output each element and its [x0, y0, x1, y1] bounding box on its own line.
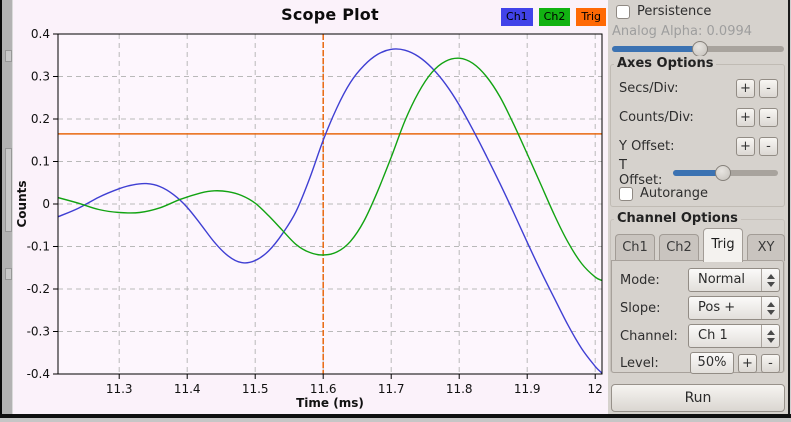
persistence-label: Persistence — [637, 4, 712, 19]
counts-div-plus-button[interactable]: + — [736, 107, 755, 127]
scrollbar-mark — [5, 268, 12, 280]
arrow-up-icon — [766, 273, 775, 279]
mode-value: Normal — [698, 272, 746, 287]
tab-ch1[interactable]: Ch1 — [615, 234, 655, 261]
x-tick-label: 12 — [588, 382, 603, 396]
y-offset-minus-button[interactable]: - — [759, 136, 778, 156]
x-tick-label: 11.9 — [514, 382, 541, 396]
y-tick-label: 0.1 — [31, 155, 50, 169]
x-axis-label: Time (ms) — [296, 396, 364, 410]
series-ch1-curve — [58, 48, 602, 374]
arrow-down-icon — [766, 309, 775, 315]
axes-options-title: Axes Options — [614, 56, 717, 71]
t-offset-label: T Offset: — [619, 158, 663, 188]
channel-options-group: Channel Options Ch1 Ch2 Trig XY Mode: No… — [610, 211, 785, 374]
arrow-down-icon — [766, 281, 775, 287]
y-tick-label: 0.3 — [31, 70, 50, 84]
y-tick-label: 0 — [42, 197, 50, 211]
series-ch2-curve — [58, 57, 602, 282]
background-window-edge — [0, 0, 13, 422]
slope-select[interactable]: Pos + — [688, 296, 780, 320]
y-tick-label: 0.4 — [31, 27, 50, 41]
level-plus-button[interactable]: + — [738, 353, 757, 373]
scope-plot-panel: Scope Plot Ch1 Ch2 Trig 0.4 0.3 0.2 0.1 0 -0.… — [13, 0, 608, 414]
slope-label: Slope: — [620, 300, 661, 316]
arrow-down-icon — [766, 337, 775, 343]
scope-plot-canvas[interactable]: 0.4 0.3 0.2 0.1 0 -0.1 -0.2 -0.3 -0.4 11.3 11.4 11.… — [13, 0, 608, 414]
autorange-checkbox[interactable] — [619, 186, 633, 201]
x-tick-label: 11.8 — [446, 382, 473, 396]
channel-label: Channel: — [620, 328, 678, 344]
analog-alpha-label: Analog Alpha: 0.0994 — [612, 24, 753, 39]
scrollbar-mark — [5, 50, 12, 62]
channel-options-title: Channel Options — [614, 211, 741, 226]
counts-div-minus-button[interactable]: - — [759, 107, 778, 127]
control-sidebar: Persistence Analog Alpha: 0.0994 Axes Op… — [608, 0, 788, 414]
legend-item-trig[interactable]: Trig — [576, 8, 606, 26]
slope-value: Pos + — [698, 300, 736, 315]
y-tick-label: -0.1 — [27, 240, 50, 254]
x-tick-label: 11.6 — [310, 382, 337, 396]
arrow-up-icon — [766, 329, 775, 335]
secs-div-plus-button[interactable]: + — [736, 78, 755, 98]
tab-ch2[interactable]: Ch2 — [659, 234, 699, 261]
axes-options-group: Axes Options Secs/Div: + - Counts/Div: +… — [610, 56, 785, 207]
autorange-label: Autorange — [640, 186, 708, 201]
secs-div-label: Secs/Div: — [619, 80, 679, 96]
mode-label: Mode: — [620, 272, 660, 288]
t-offset-slider[interactable] — [673, 165, 778, 181]
tab-xy[interactable]: XY — [747, 234, 785, 261]
y-axis-label: Counts — [15, 180, 29, 227]
channel-value: Ch 1 — [698, 328, 728, 343]
trig-tab-panel: Mode: Normal Slope: Pos + — [611, 260, 784, 374]
y-tick-label: -0.3 — [27, 325, 50, 339]
slider-fill — [673, 170, 724, 176]
x-tick-label: 11.4 — [174, 382, 201, 396]
channel-select[interactable]: Ch 1 — [688, 324, 780, 348]
x-tick-label: 11.5 — [242, 382, 269, 396]
plot-legend: Ch1 Ch2 Trig — [501, 8, 606, 26]
persistence-checkbox[interactable] — [616, 4, 630, 19]
y-offset-plus-button[interactable]: + — [736, 136, 755, 156]
tab-trig[interactable]: Trig — [703, 228, 743, 262]
secs-div-minus-button[interactable]: - — [759, 78, 778, 98]
y-offset-label: Y Offset: — [619, 138, 675, 154]
legend-item-ch2[interactable]: Ch2 — [538, 8, 571, 26]
level-minus-button[interactable]: - — [761, 353, 780, 373]
spinner-arrows[interactable] — [761, 325, 779, 347]
analog-alpha-slider[interactable] — [612, 41, 784, 57]
scrollbar-thumb — [5, 148, 12, 232]
x-tick-label: 11.3 — [106, 382, 133, 396]
spinner-arrows[interactable] — [761, 297, 779, 319]
counts-div-label: Counts/Div: — [619, 109, 694, 125]
slider-handle[interactable] — [691, 41, 708, 57]
spinner-arrows[interactable] — [761, 269, 779, 291]
window-border-bottom — [0, 414, 791, 418]
plot-title: Scope Plot — [281, 5, 379, 24]
level-value-button[interactable]: 50% — [690, 352, 734, 374]
slider-handle[interactable] — [715, 165, 732, 181]
slider-fill — [612, 46, 700, 52]
run-button[interactable]: Run — [611, 384, 785, 412]
y-tick-label: 0.2 — [31, 112, 50, 126]
y-tick-label: -0.4 — [27, 367, 50, 381]
y-tick-label: -0.2 — [27, 282, 50, 296]
level-label: Level: — [620, 355, 659, 371]
legend-item-ch1[interactable]: Ch1 — [501, 8, 533, 26]
window-frame-bottom — [0, 418, 791, 422]
mode-select[interactable]: Normal — [688, 268, 780, 292]
arrow-up-icon — [766, 301, 775, 307]
x-tick-label: 11.7 — [378, 382, 405, 396]
